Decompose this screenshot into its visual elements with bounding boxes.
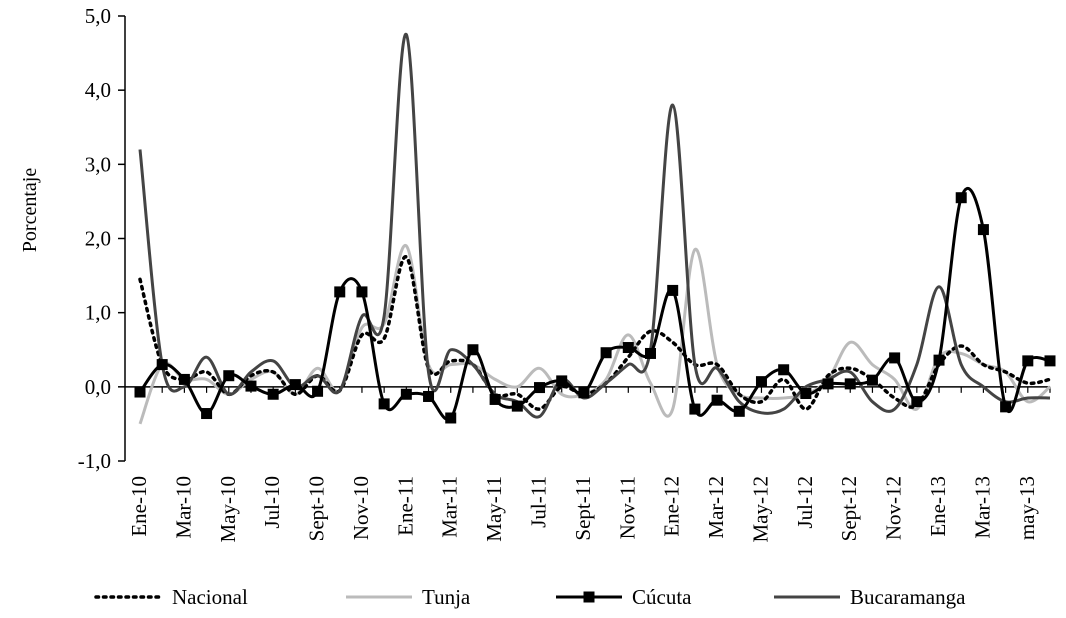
point-cucuta (289, 379, 301, 391)
point-cucuta (755, 376, 767, 388)
x-tick-label: Sept-11 (571, 476, 595, 541)
point-cucuta (844, 378, 856, 390)
point-cucuta (711, 394, 723, 406)
x-tick-label: may-13 (1015, 476, 1039, 540)
legend-label-nacional: Nacional (172, 585, 248, 609)
point-cucuta (977, 224, 989, 236)
legend-label-cucuta: Cúcuta (632, 585, 692, 609)
point-cucuta (334, 286, 346, 298)
point-cucuta (423, 390, 435, 402)
point-cucuta (134, 386, 146, 398)
x-axis: Ene-10 Mar-10 May-10 Jul-10 Sept-10 Nov-10 Ene… (125, 386, 1051, 543)
y-tick-label: 0,0 (85, 375, 111, 399)
y-tick-label: 5,0 (85, 4, 111, 28)
point-cucuta (178, 373, 190, 385)
point-cucuta (622, 342, 634, 354)
point-cucuta (955, 192, 967, 204)
y-tick-label: 3,0 (85, 152, 111, 176)
y-axis-label: Porcentaje (19, 168, 41, 253)
x-tick-label: Ene-13 (926, 476, 950, 537)
y-tick-label: 4,0 (85, 78, 111, 102)
x-tick-label: Mar-13 (970, 476, 994, 539)
point-cucuta (534, 382, 546, 394)
point-cucuta (201, 408, 213, 420)
point-cucuta (578, 387, 590, 399)
x-tick-label: Ene-12 (660, 476, 684, 537)
x-tick-label: Sept-10 (305, 476, 329, 541)
point-cucuta (378, 398, 390, 410)
point-cucuta (1022, 355, 1034, 367)
x-tick-label: Mar-12 (704, 476, 728, 539)
legend-marker-cucuta (583, 591, 595, 603)
x-tick-label: Mar-10 (171, 476, 195, 539)
x-tick-label: Jul-11 (527, 476, 551, 528)
y-axis: 5,0 4,0 3,0 2,0 1,0 0,0 -1,0 (78, 4, 126, 473)
point-cucuta (889, 352, 901, 364)
point-cucuta (689, 403, 701, 415)
point-cucuta (644, 347, 656, 359)
x-tick-label: Nov-10 (349, 476, 373, 540)
point-cucuta (911, 396, 923, 408)
point-cucuta (245, 380, 257, 392)
point-cucuta (733, 405, 745, 417)
point-cucuta (667, 284, 679, 296)
x-tick-label: May-12 (748, 476, 772, 543)
point-cucuta (156, 359, 168, 371)
point-cucuta (312, 385, 324, 397)
point-cucuta (445, 412, 457, 424)
series-line-cucuta (138, 187, 1051, 421)
y-tick-label: 1,0 (85, 301, 111, 325)
x-tick-label: May-10 (216, 476, 240, 543)
point-cucuta (866, 374, 878, 386)
legend-label-tunja: Tunja (422, 585, 471, 609)
point-cucuta (1000, 401, 1012, 413)
point-cucuta (511, 400, 523, 412)
legend: Nacional Tunja Cúcuta Bucaramanga (94, 585, 966, 609)
point-cucuta (267, 388, 279, 400)
point-cucuta (800, 388, 812, 400)
x-tick-label: Nov-11 (615, 476, 639, 539)
x-tick-label: Ene-11 (393, 476, 417, 536)
point-cucuta (356, 286, 368, 298)
x-tick-label: Mar-11 (438, 476, 462, 538)
point-cucuta (1044, 355, 1056, 367)
point-cucuta (467, 344, 479, 356)
legend-label-bucaramanga: Bucaramanga (850, 585, 966, 609)
point-cucuta (933, 354, 945, 366)
x-tick-label: Ene-10 (127, 476, 151, 537)
series-line-bucaramanga (138, 32, 1051, 419)
point-cucuta (489, 393, 501, 405)
x-tick-label: May-11 (482, 476, 506, 542)
x-tick-label: Sept-12 (837, 476, 861, 541)
x-tick-label: Jul-12 (793, 476, 817, 529)
x-tick-label: Jul-10 (260, 476, 284, 529)
y-tick-label: 2,0 (85, 227, 111, 251)
point-cucuta (600, 347, 612, 359)
point-cucuta (223, 370, 235, 382)
point-cucuta (556, 375, 568, 387)
point-cucuta (400, 388, 412, 400)
point-cucuta (822, 378, 834, 390)
x-tick-label: Nov-12 (882, 476, 906, 540)
y-tick-label: -1,0 (78, 449, 111, 473)
point-cucuta (778, 364, 790, 376)
series-layer (134, 32, 1056, 425)
